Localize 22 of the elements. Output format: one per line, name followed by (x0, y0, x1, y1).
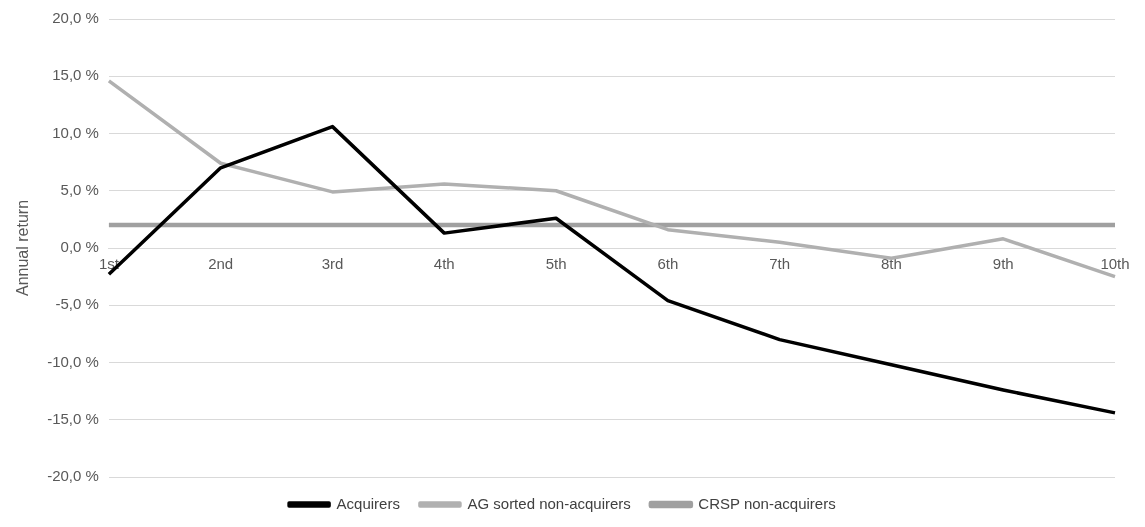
y-tick-label: 20,0 % (52, 9, 99, 27)
x-tick-label: 2nd (208, 255, 234, 273)
y-tick-label: 10,0 % (52, 123, 99, 141)
x-tick-label: 10th (1100, 255, 1130, 273)
y-tick-label: -10,0 % (47, 352, 99, 370)
y-axis-title: Annual return (14, 199, 32, 297)
y-tick-label: 0,0 % (60, 238, 99, 256)
x-tick-label: 5th (545, 255, 567, 273)
y-tick-label: -20,0 % (47, 467, 99, 485)
x-tick-label: 9th (992, 255, 1014, 273)
x-tick-label: 4th (433, 255, 455, 273)
legend-label: AG sorted non-acquirers (467, 494, 631, 512)
x-tick-label: 6th (657, 255, 679, 273)
x-tick-label: 8th (880, 255, 902, 273)
legend-label: CRSP non-acquirers (698, 494, 836, 512)
y-tick-label: 15,0 % (52, 66, 99, 84)
x-tick-label: 7th (769, 255, 791, 273)
y-tick-label: -5,0 % (55, 295, 99, 313)
y-tick-label: -15,0 % (47, 409, 99, 427)
x-tick-label: 3rd (321, 255, 344, 273)
legend-label: Acquirers (336, 494, 400, 512)
y-tick-label: 5,0 % (60, 180, 99, 198)
